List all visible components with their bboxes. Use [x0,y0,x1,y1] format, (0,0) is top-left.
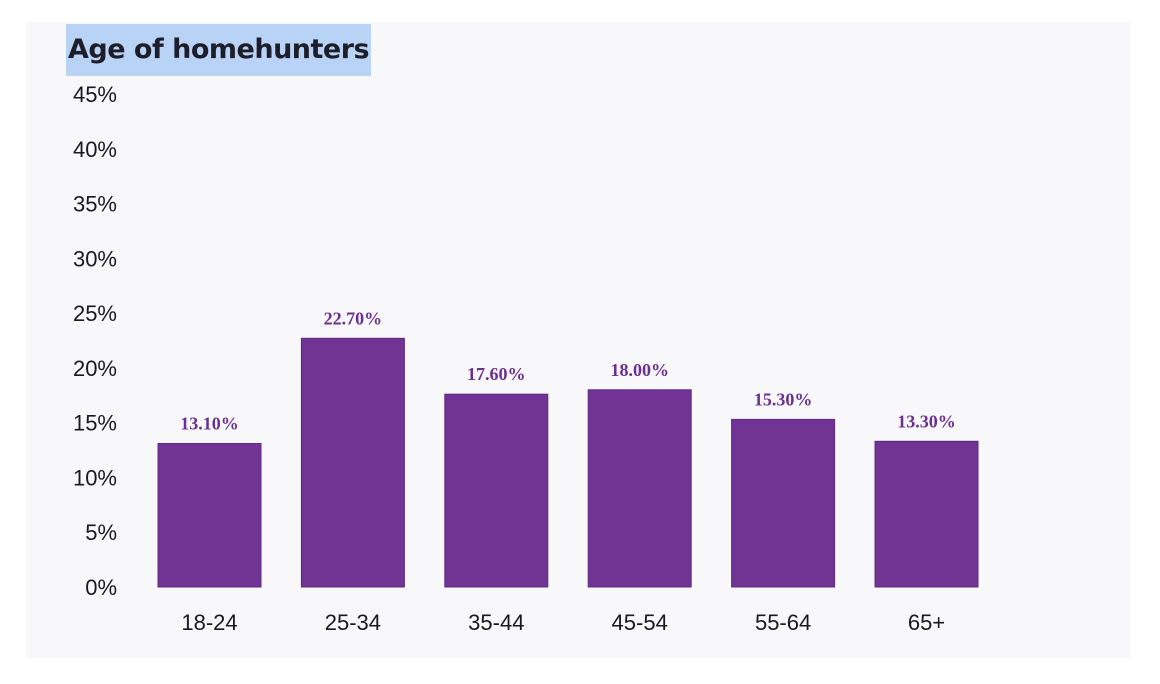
y-tick-label: 30% [73,246,117,271]
chart-title: Age of homehunters [66,24,372,76]
x-tick-label: 65+ [908,610,945,635]
data-label: 13.10% [180,413,239,433]
data-label: 17.60% [467,364,526,384]
data-label: 22.70% [324,308,383,328]
data-label: 13.30% [897,411,956,431]
y-tick-label: 25% [73,301,117,326]
x-tick-label: 35-44 [468,610,524,635]
y-tick-label: 10% [73,465,117,490]
bar [731,418,836,588]
y-tick-label: 45% [73,82,117,107]
bar [300,337,405,588]
y-tick-label: 15% [73,411,117,436]
y-tick-label: 0% [85,575,117,600]
bar [587,389,692,588]
x-tick-label: 25-34 [325,610,381,635]
y-tick-label: 40% [73,137,117,162]
x-tick-label: 18-24 [181,610,237,635]
x-tick-label: 55-64 [755,610,811,635]
y-tick-label: 35% [73,192,117,217]
y-tick-label: 20% [73,356,117,381]
data-label: 18.00% [610,360,669,380]
bar [874,440,979,588]
bar [444,393,549,588]
y-tick-label: 5% [85,520,117,545]
data-label: 15.30% [754,389,813,409]
x-tick-label: 45-54 [612,610,668,635]
bar [157,442,262,588]
